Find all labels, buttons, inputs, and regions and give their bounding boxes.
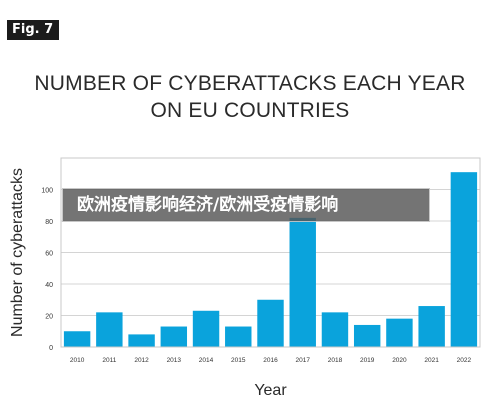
y-tick-label: 60 [45, 251, 53, 258]
bar-2016 [257, 299, 284, 347]
bar-2021 [418, 306, 445, 347]
x-axis-ticks: 2010 2011 2012 2013 2014 2015 2016 2017 2018 2019… [70, 357, 472, 364]
chart-title: NUMBER OF CYBERATTACKS EACH YEAR ON EU C… [0, 70, 500, 124]
x-tick-label: 2019 [360, 357, 375, 364]
y-tick-label: 100 [41, 188, 53, 195]
plot-frame [60, 157, 481, 348]
x-tick-label: 2013 [167, 357, 182, 364]
bars [63, 172, 478, 347]
x-tick-label: 2015 [231, 357, 246, 364]
x-tick-label: 2011 [102, 357, 116, 364]
y-tick-label: 0 [49, 345, 53, 352]
y-tick-label: 40 [45, 282, 53, 289]
x-tick-label: 2010 [70, 357, 85, 364]
x-tick-label: 2017 [295, 357, 310, 364]
bar-2013 [160, 326, 188, 347]
bar-2020 [386, 318, 413, 347]
bar-2018 [321, 312, 349, 347]
bar-2017 [289, 217, 316, 347]
x-tick-label: 2018 [328, 357, 343, 364]
bar-2010 [63, 331, 91, 347]
y-axis-ticks: 0 20 40 60 80 100 [41, 188, 53, 353]
bar-2014 [192, 310, 220, 347]
x-tick-label: 2021 [424, 357, 439, 364]
figure-label: Fig. 7 [7, 20, 60, 40]
bar-2011 [96, 312, 123, 347]
y-tick-label: 80 [45, 219, 53, 226]
x-axis-label: Year [254, 382, 287, 399]
overlay-banner-text: 欧洲疫情影响经济/欧洲受疫情影响 [77, 195, 339, 215]
y-axis-label: Number of cyberattacks [9, 168, 26, 337]
bar-2015 [225, 326, 252, 347]
x-tick-label: 2014 [199, 357, 214, 364]
chart-title-line-1: NUMBER OF CYBERATTACKS EACH YEAR [34, 72, 466, 95]
x-tick-label: 2022 [457, 357, 472, 364]
y-tick-label: 20 [45, 314, 53, 321]
overlay-banner: 欧洲疫情影响经济/欧洲受疫情影响 [62, 188, 430, 222]
chart-title-line-2: ON EU COUNTRIES [150, 99, 350, 122]
bar-2012 [128, 334, 155, 347]
bar-2019 [353, 324, 381, 347]
bar-2022 [450, 172, 478, 347]
x-tick-label: 2020 [392, 357, 407, 364]
x-tick-label: 2012 [134, 357, 149, 364]
x-tick-label: 2016 [263, 357, 278, 364]
